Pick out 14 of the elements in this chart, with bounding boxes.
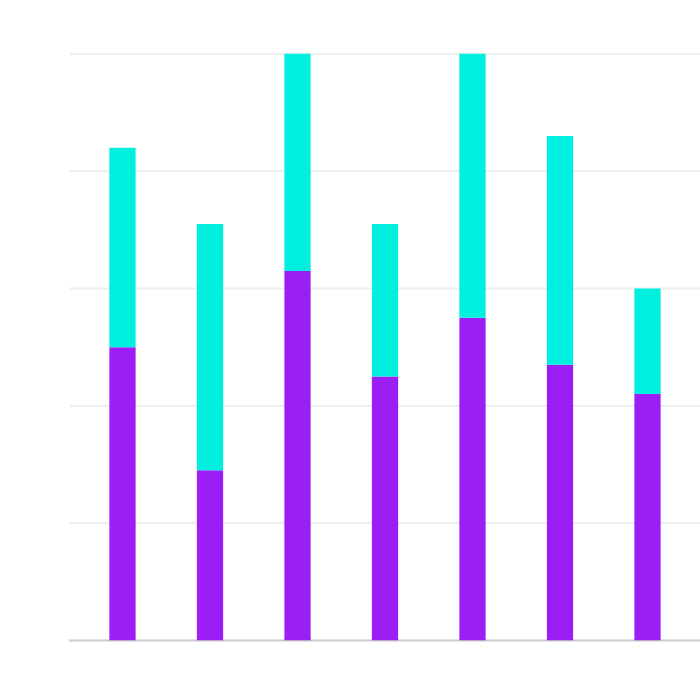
bar <box>459 317 486 641</box>
bar <box>109 147 136 348</box>
bar <box>634 288 661 395</box>
bar <box>546 135 574 365</box>
bar <box>546 364 574 641</box>
bar <box>371 223 399 377</box>
bar <box>284 53 311 271</box>
bar <box>109 347 136 641</box>
bar <box>284 270 311 641</box>
bar <box>196 470 224 641</box>
bar <box>196 223 224 471</box>
bar <box>371 376 399 641</box>
bar <box>459 53 486 318</box>
bar <box>634 394 661 641</box>
